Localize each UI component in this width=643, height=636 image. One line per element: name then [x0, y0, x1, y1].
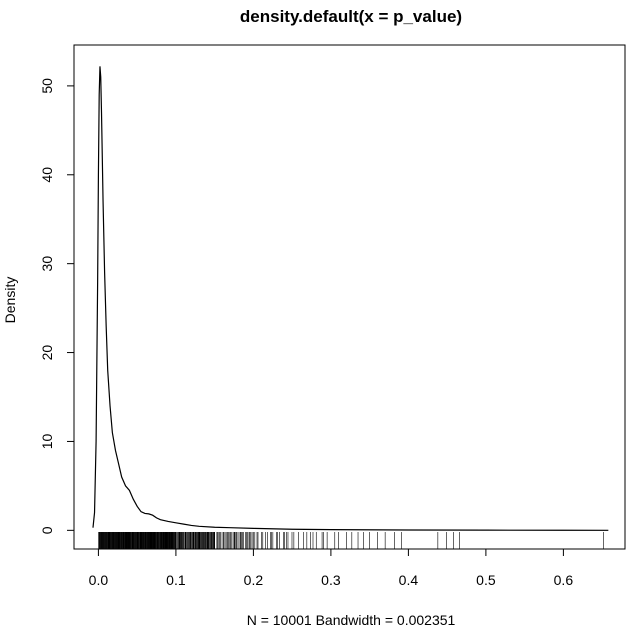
y-tick-label: 0 [39, 526, 55, 534]
y-axis: 0 10 20 30 40 50 [39, 78, 75, 534]
x-tick-label: 0.3 [321, 572, 341, 588]
x-axis-label: N = 10001 Bandwidth = 0.002351 [247, 612, 456, 628]
x-tick-label: 0.6 [554, 572, 574, 588]
plot-frame [73, 44, 626, 550]
y-tick-label: 10 [39, 433, 55, 449]
x-tick-label: 0.2 [244, 572, 264, 588]
density-curve [92, 66, 609, 531]
x-tick-label: 0.0 [89, 572, 109, 588]
x-tick-label: 0.1 [166, 572, 186, 588]
y-tick-label: 40 [39, 167, 55, 183]
y-tick-label: 20 [39, 345, 55, 361]
chart-title: density.default(x = p_value) [240, 7, 462, 26]
x-tick-label: 0.5 [476, 572, 496, 588]
y-tick-label: 30 [39, 256, 55, 272]
x-tick-label: 0.4 [399, 572, 419, 588]
y-tick-label: 50 [39, 78, 55, 94]
rug-marks [98, 532, 604, 549]
y-axis-label: Density [2, 277, 18, 324]
x-axis: 0.0 0.1 0.2 0.3 0.4 0.5 0.6 [89, 548, 574, 588]
